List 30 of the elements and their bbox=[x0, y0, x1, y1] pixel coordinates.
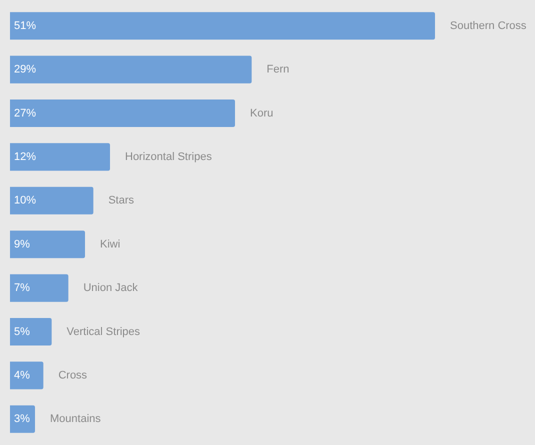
bar bbox=[10, 362, 44, 390]
bar bbox=[10, 99, 235, 128]
data-label: 4% bbox=[14, 369, 30, 382]
y-tick-label: Horizontal Stripes bbox=[125, 150, 212, 163]
y-tick-label: Vertical Stripes bbox=[66, 326, 141, 338]
bar bbox=[10, 186, 94, 214]
bar bbox=[10, 143, 110, 171]
y-tick-label: Cross bbox=[58, 369, 88, 382]
data-label: 29% bbox=[14, 64, 36, 76]
data-label: 7% bbox=[14, 282, 30, 294]
data-label: 10% bbox=[14, 194, 36, 207]
y-tick-label: Stars bbox=[108, 194, 135, 207]
data-label: 51% bbox=[14, 20, 36, 32]
data-label: 27% bbox=[14, 107, 36, 120]
y-tick-label: Kiwi bbox=[100, 238, 120, 250]
bar bbox=[10, 318, 52, 346]
bar bbox=[10, 274, 68, 302]
data-label: 3% bbox=[14, 413, 30, 426]
bar bbox=[10, 405, 35, 433]
y-tick-label: Union Jack bbox=[83, 282, 138, 294]
bar bbox=[10, 230, 85, 258]
bar bbox=[10, 12, 435, 40]
data-label: 9% bbox=[14, 238, 30, 250]
data-label: 5% bbox=[14, 326, 30, 338]
data-label: 12% bbox=[14, 150, 36, 163]
y-tick-label: Fern bbox=[266, 64, 290, 76]
y-tick-label: Mountains bbox=[50, 413, 102, 426]
y-tick-label: Koru bbox=[250, 107, 274, 120]
y-tick-label: Southern Cross bbox=[450, 20, 527, 32]
bar bbox=[10, 56, 252, 84]
